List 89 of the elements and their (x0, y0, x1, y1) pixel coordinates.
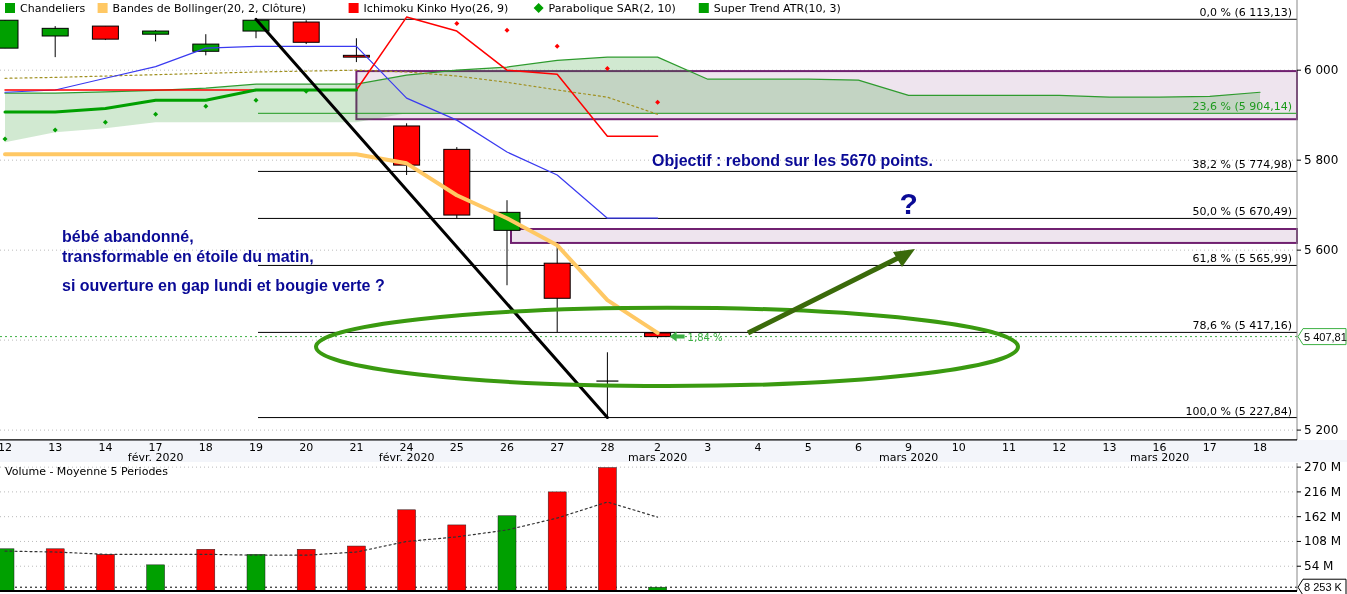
ref-line-label: 61,8 % (5 565,99) (1192, 252, 1292, 266)
line-series (4, 501, 659, 556)
ref-line-label: 78,6 % (5 417,16) (1192, 319, 1292, 333)
bar (347, 545, 366, 592)
annotation: mars 2020 (879, 451, 939, 464)
y-tick-label: 5 200 (1304, 423, 1339, 438)
x-tick-label: 6 (854, 441, 862, 454)
x-tick-label: 10 (951, 441, 966, 454)
y-tick-label: 216 M (1304, 484, 1342, 499)
y-tick-label: 270 M (1304, 460, 1342, 475)
bar (547, 491, 567, 592)
annotation: févr. 2020 (127, 451, 184, 464)
point (153, 111, 159, 117)
x-tick-label: 3 (704, 441, 712, 454)
bar (96, 554, 115, 592)
annotation: transformable en étoile du matin, (62, 248, 314, 265)
annotation: 1,84 % (687, 331, 723, 343)
bar (598, 467, 617, 592)
point (102, 119, 108, 125)
x-tick-label: 13 (1102, 441, 1117, 454)
point (52, 127, 58, 133)
annotation: bébé abandonné, (62, 228, 194, 245)
point (554, 43, 560, 49)
x-tick-label: 5 (804, 441, 812, 454)
legend-label: Bandes de Bollinger(20, 2, Clôture) (112, 2, 307, 15)
ref-line-label: 38,2 % (5 774,98) (1192, 158, 1292, 172)
ref-line-label: 23,6 % (5 904,14) (1192, 100, 1292, 114)
legend-label: Parabolique SAR(2, 10) (548, 2, 676, 15)
bar (246, 554, 266, 592)
legend-label: Ichimoku Kinko Hyo(26, 9) (363, 2, 509, 15)
x-tick-label: 14 (98, 441, 113, 454)
annotation: mars 2020 (1130, 451, 1190, 464)
y-tick-label: 54 M (1304, 559, 1334, 574)
x-tick-label: 27 (550, 441, 565, 454)
point (2, 136, 8, 142)
bar (45, 548, 65, 592)
x-tick-label: 20 (299, 441, 314, 454)
x-tick-label: 2 (654, 441, 662, 454)
ref-line-label: 8 253 K (1304, 581, 1343, 594)
point (253, 97, 259, 103)
bar (296, 549, 316, 592)
ref-line-label: 5 407,81 (1304, 330, 1347, 343)
point (203, 103, 209, 109)
x-tick-label: 17 (1202, 441, 1217, 454)
bar (146, 564, 165, 592)
x-tick-label: 9 (905, 441, 913, 454)
line-series (3, 88, 358, 114)
x-tick-label: 13 (48, 441, 63, 454)
bar (447, 524, 467, 592)
x-tick-label: 26 (500, 441, 514, 454)
y-tick-label: 5 600 (1304, 243, 1339, 258)
x-tick-label: 12 (1052, 441, 1067, 454)
x-tick-label: 12 (0, 441, 12, 454)
annotation: Objectif : rebond sur les 5670 points. (652, 152, 933, 169)
point (655, 99, 661, 105)
annotation: ? (899, 187, 918, 221)
annotation: si ouverture en gap lundi et bougie verte ? (62, 277, 385, 294)
x-tick-label: 18 (198, 441, 213, 454)
annotation: févr. 2020 (378, 451, 435, 464)
bar (196, 549, 216, 592)
ref-line-label: 100,0 % (5 227,84) (1185, 404, 1292, 418)
legend-label: Super Trend ATR(10, 3) (713, 2, 841, 15)
candlestick (342, 37, 370, 63)
x-tick-label: 11 (1002, 441, 1016, 454)
x-tick-label: 28 (600, 441, 615, 454)
point (454, 20, 460, 26)
y-tick-label: 162 M (1304, 509, 1342, 524)
x-tick-label: 24 (399, 441, 414, 454)
point (504, 27, 510, 33)
x-tick-label: 21 (349, 441, 364, 454)
x-tick-label: 4 (754, 441, 762, 454)
chart-title: Volume - Moyenne 5 Periodes (5, 465, 169, 478)
x-tick-label: 17 (148, 441, 163, 454)
x-tick-label: 16 (1152, 441, 1167, 454)
x-tick-label: 18 (1253, 441, 1267, 454)
bar (497, 515, 517, 592)
ref-line-label: 0,0 % (6 113,13) (1199, 6, 1292, 20)
x-tick-label: 19 (249, 441, 263, 454)
y-tick-label: 5 800 (1304, 153, 1339, 168)
point (604, 65, 610, 71)
y-tick-label: 108 M (1304, 534, 1342, 549)
legend-label: Chandeliers (20, 2, 86, 15)
x-tick-label: 25 (449, 441, 464, 454)
line-series (4, 69, 659, 115)
line-series (4, 56, 1261, 98)
annotation: mars 2020 (628, 451, 688, 464)
y-tick-label: 6 000 (1304, 63, 1339, 78)
ref-line-label: 50,0 % (5 670,49) (1192, 205, 1292, 219)
bar (397, 509, 416, 592)
